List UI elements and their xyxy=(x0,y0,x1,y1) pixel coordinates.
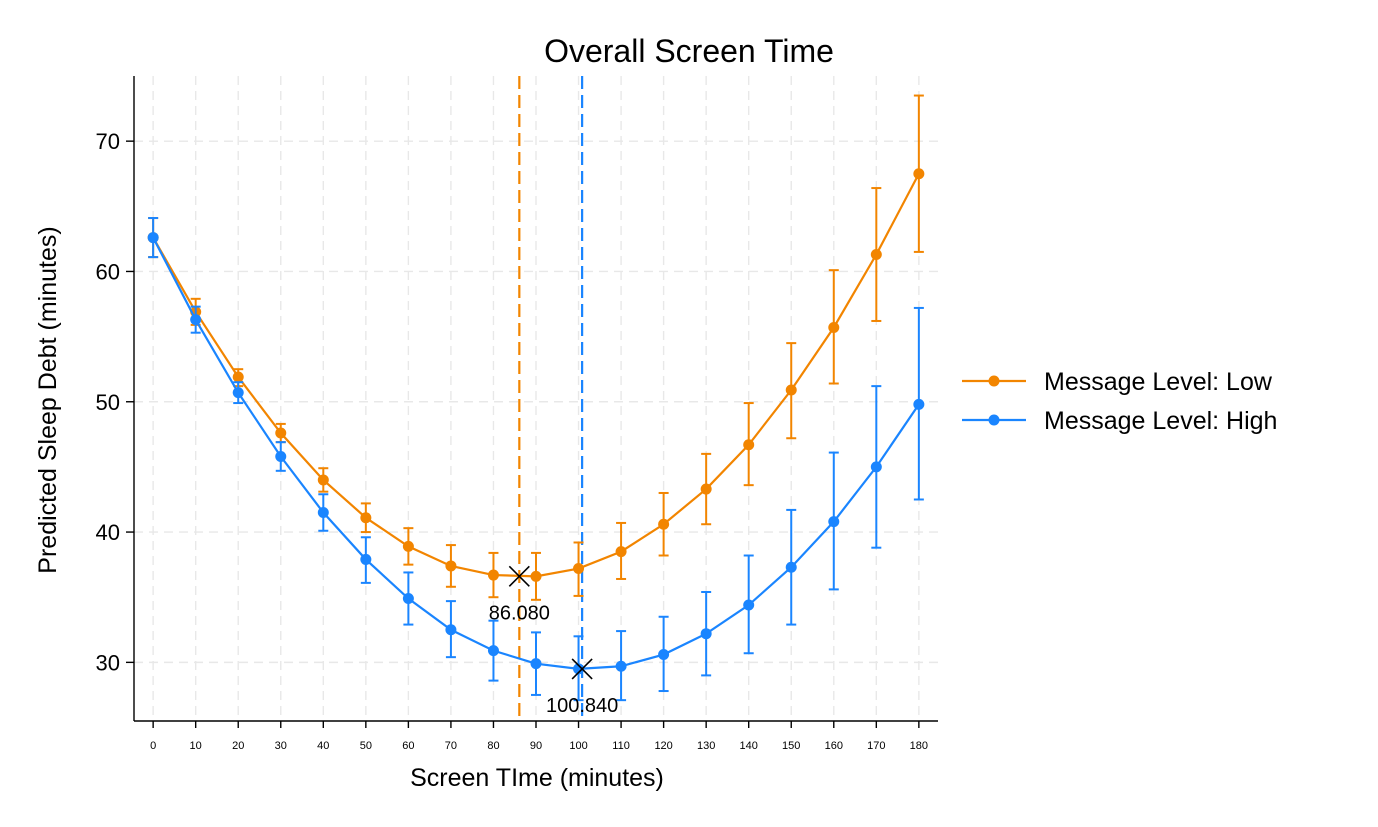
x-tick-label: 40 xyxy=(317,740,329,752)
legend: Message Level: Low Message Level: High xyxy=(962,368,1277,435)
data-point xyxy=(658,518,670,530)
data-point xyxy=(317,474,329,486)
x-tick-label: 50 xyxy=(360,740,372,752)
data-point xyxy=(317,507,329,519)
legend-swatch-marker xyxy=(988,414,1000,426)
data-point xyxy=(615,546,627,558)
data-point xyxy=(190,314,202,326)
axes: 30 40 50 60 70 0 10 20 30 40 50 60 70 80 90 100 110 120 13… xyxy=(96,76,938,752)
x-tick-label: 110 xyxy=(612,740,630,752)
x-tick-label: 170 xyxy=(867,740,885,752)
data-point xyxy=(147,232,159,244)
data-point xyxy=(828,516,840,528)
annotations: 86.080 100.840 xyxy=(489,565,618,717)
annotation-label: 86.080 xyxy=(489,602,550,624)
x-tick-label: 130 xyxy=(697,740,715,752)
y-axis-title: Predicted Sleep Debt (minutes) xyxy=(34,226,62,573)
x-tick-label: 30 xyxy=(275,740,287,752)
x-tick-label: 20 xyxy=(232,740,244,752)
y-tick-label: 40 xyxy=(96,520,120,545)
legend-swatch-marker xyxy=(988,375,1000,387)
x-tick-label: 150 xyxy=(782,740,800,752)
y-tick-label: 50 xyxy=(96,390,120,415)
data-point xyxy=(530,658,542,670)
data-point xyxy=(573,663,585,675)
data-point xyxy=(573,563,585,575)
series-1 xyxy=(147,94,925,601)
chart-title: Overall Screen Time xyxy=(544,33,834,69)
x-tick-label: 120 xyxy=(654,740,672,752)
x-tick-label: 160 xyxy=(825,740,843,752)
x-tick-label: 180 xyxy=(910,740,928,752)
data-point xyxy=(232,371,244,383)
data-point xyxy=(360,512,372,524)
y-tick-label: 30 xyxy=(96,650,120,675)
data-point xyxy=(275,450,287,462)
series-group xyxy=(147,94,925,702)
x-axis-title: Screen TIme (minutes) xyxy=(410,764,664,792)
data-point xyxy=(700,483,712,495)
data-point xyxy=(913,168,925,180)
y-tick-label: 70 xyxy=(96,129,120,154)
x-tick-label: 70 xyxy=(445,740,457,752)
x-tick-label: 60 xyxy=(402,740,414,752)
annotation-label: 100.840 xyxy=(546,695,618,717)
series-2 xyxy=(147,217,925,702)
data-point xyxy=(870,461,882,473)
data-point xyxy=(487,645,499,657)
data-point xyxy=(658,649,670,661)
data-point xyxy=(743,439,755,451)
data-point xyxy=(232,387,244,399)
data-point xyxy=(785,384,797,396)
x-tick-label: 100 xyxy=(569,740,587,752)
data-point xyxy=(828,321,840,333)
data-point xyxy=(445,624,457,636)
x-tick-label: 0 xyxy=(150,740,156,752)
annotation-marker xyxy=(571,658,593,680)
data-point xyxy=(487,569,499,581)
annotation-marker xyxy=(508,565,530,587)
data-point xyxy=(615,660,627,672)
data-point xyxy=(700,628,712,640)
data-point xyxy=(402,540,414,552)
data-point xyxy=(870,249,882,261)
x-tick-label: 80 xyxy=(487,740,499,752)
legend-label: Message Level: High xyxy=(1044,407,1277,435)
legend-label: Message Level: Low xyxy=(1044,368,1273,396)
data-point xyxy=(275,427,287,439)
data-point xyxy=(360,553,372,565)
data-point xyxy=(785,561,797,573)
data-point xyxy=(913,398,925,410)
data-point xyxy=(445,560,457,572)
data-point xyxy=(402,593,414,605)
x-tick-label: 10 xyxy=(190,740,202,752)
x-tick-label: 90 xyxy=(530,740,542,752)
y-tick-label: 60 xyxy=(96,259,120,284)
reference-lines xyxy=(518,76,584,721)
data-point xyxy=(530,570,542,582)
data-point xyxy=(743,599,755,611)
x-tick-label: 140 xyxy=(740,740,758,752)
